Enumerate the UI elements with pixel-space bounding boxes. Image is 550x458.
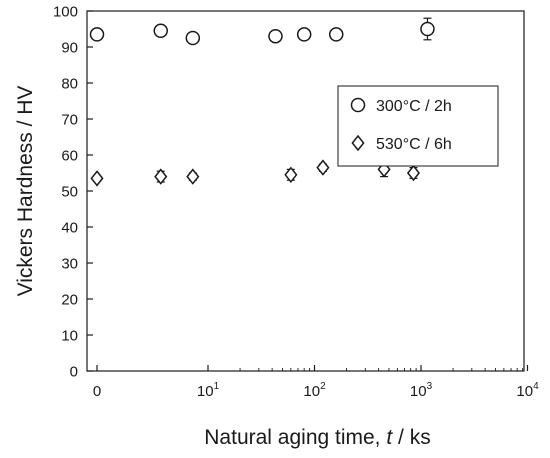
data-point (90, 170, 104, 187)
y-tick-label: 30 (61, 256, 78, 273)
data-point (153, 23, 168, 39)
y-tick-label: 100 (53, 4, 78, 21)
x-tick-label: 103 (410, 381, 433, 400)
data-point (328, 27, 344, 42)
x-tick-label: 102 (303, 381, 326, 400)
data-marks (89, 17, 435, 187)
x-axis-title: Natural aging time, t / ks (204, 426, 430, 449)
y-tick-label: 40 (61, 220, 78, 237)
series-1 (89, 17, 435, 46)
data-point (406, 164, 421, 182)
y-tick-label: 50 (61, 184, 78, 201)
data-point (316, 159, 330, 176)
x-tick-label: 101 (197, 381, 220, 400)
legend-box (337, 85, 499, 167)
plot-frame (86, 10, 525, 372)
legend-label: 530°C / 6h (376, 136, 452, 153)
legend-marker (351, 134, 365, 152)
y-tick-label: 70 (61, 112, 78, 129)
y-tick-label: 10 (61, 328, 78, 345)
x-tick-label: 0 (93, 383, 101, 400)
legend-marker (350, 97, 366, 113)
data-point (185, 30, 201, 46)
data-point (296, 27, 312, 42)
legend-label: 300°C / 2h (376, 98, 452, 115)
y-tick-label: 60 (61, 148, 78, 165)
data-point (420, 21, 435, 37)
y-tick-label: 20 (61, 292, 78, 309)
x-tick-label: 104 (516, 381, 539, 400)
y-axis-title: Vickers Hardness / HV (14, 86, 37, 297)
y-tick-label: 80 (61, 76, 78, 93)
data-point (89, 27, 105, 42)
data-point (268, 28, 283, 44)
y-tick-label: 90 (61, 40, 78, 57)
series-2 (90, 159, 421, 187)
data-point (186, 168, 200, 185)
axes: 0 10 20 30 40 50 60 70 80 90 100 0 101 102 103 104 Vicke… (14, 4, 539, 450)
data-point (284, 166, 298, 184)
y-tick-label: 0 (70, 364, 78, 381)
data-point (154, 168, 168, 185)
legend: 300°C / 2h 530°C / 6h (337, 85, 499, 167)
